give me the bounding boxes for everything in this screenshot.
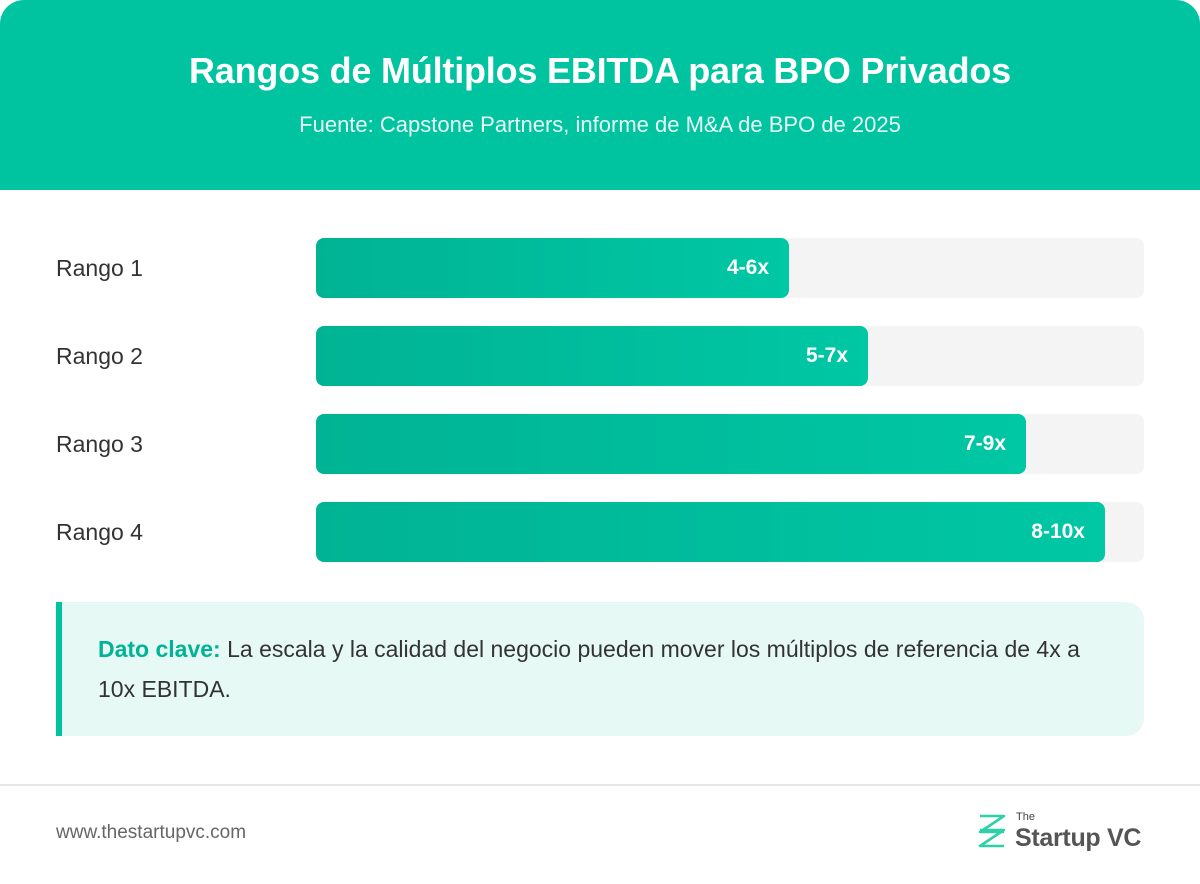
page-subtitle: Fuente: Capstone Partners, informe de M&… <box>299 112 901 137</box>
chart-row: Rango 4 8-10x <box>0 502 1200 562</box>
bar-value-label: 7-9x <box>963 432 1006 455</box>
bar-chart: Rango 1 4-6x Rango 2 5-7x Rango 3 7-9x Rango 4… <box>0 238 1200 568</box>
category-label: Rango 4 <box>56 519 143 545</box>
key-fact-note: Dato clave: La escala y la calidad del n… <box>56 602 1144 736</box>
key-fact-text: La escala y la calidad del negocio puede… <box>98 636 1080 702</box>
bar: 8-10x <box>316 502 1105 562</box>
startupvc-logo-icon <box>978 814 1006 848</box>
footer-divider <box>0 784 1200 786</box>
bar-value-label: 5-7x <box>805 344 848 367</box>
header: Rangos de Múltiplos EBITDA para BPO Priv… <box>0 0 1200 190</box>
bar-track: 7-9x <box>316 414 1144 474</box>
bar-track: 8-10x <box>316 502 1144 562</box>
bar-value-label: 4-6x <box>726 256 769 279</box>
key-fact-label: Dato clave: <box>98 636 221 662</box>
brand-the-text: The <box>1016 811 1035 823</box>
bar-track: 5-7x <box>316 326 1144 386</box>
bar-track: 4-6x <box>316 238 1144 298</box>
category-label: Rango 2 <box>56 343 143 369</box>
chart-row: Rango 3 7-9x <box>0 414 1200 474</box>
brand-logo: The Startup VC <box>974 810 1154 858</box>
brand-name-text: Startup VC <box>1015 824 1142 852</box>
bar: 5-7x <box>316 326 868 386</box>
chart-row: Rango 1 4-6x <box>0 238 1200 298</box>
bar: 7-9x <box>316 414 1026 474</box>
bar: 4-6x <box>316 238 789 298</box>
category-label: Rango 3 <box>56 431 143 457</box>
footer-url: www.thestartupvc.com <box>56 822 247 843</box>
bar-value-label: 8-10x <box>1031 520 1085 543</box>
chart-row: Rango 2 5-7x <box>0 326 1200 386</box>
category-label: Rango 1 <box>56 255 143 281</box>
page-title: Rangos de Múltiplos EBITDA para BPO Priv… <box>189 50 1011 91</box>
